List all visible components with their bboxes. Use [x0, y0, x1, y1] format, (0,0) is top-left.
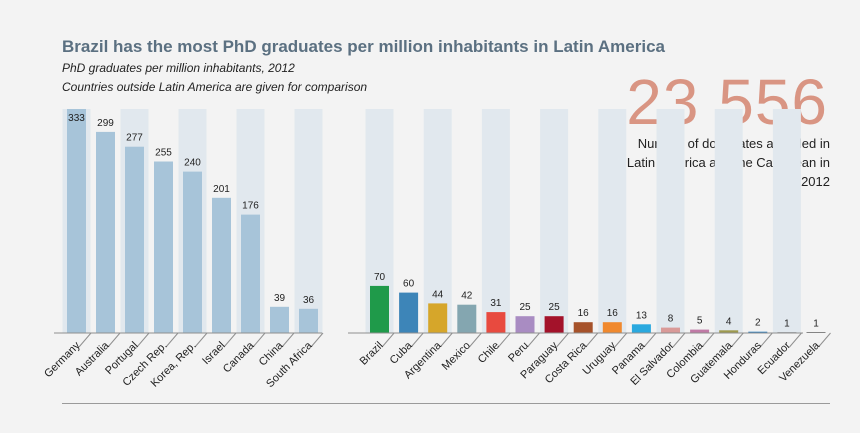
value-label: 39: [274, 293, 286, 304]
bar-south-africa: [299, 308, 318, 333]
bar-argentina: [428, 303, 448, 333]
value-label: 333: [68, 113, 85, 124]
tick-mark: [614, 332, 628, 348]
value-label: 60: [403, 279, 415, 290]
tick-mark: [643, 332, 657, 348]
tick-mark: [585, 332, 599, 348]
value-label: 36: [303, 295, 315, 306]
bar-korea-rep: [183, 171, 202, 333]
tick-mark: [818, 332, 831, 348]
value-label: 13: [636, 310, 648, 321]
column-band: [714, 109, 743, 333]
value-label: 2: [755, 318, 761, 329]
bar-el-salvador: [661, 327, 680, 333]
tick-mark: [439, 332, 453, 348]
category-label: Chile: [476, 340, 502, 366]
chart-note: Countries outside Latin America are give…: [62, 80, 368, 94]
tick-mark: [381, 332, 395, 348]
value-label: 16: [607, 308, 619, 319]
value-label: 42: [461, 291, 473, 302]
tick-mark: [165, 332, 179, 348]
bar-colombia: [690, 329, 710, 333]
bar-germany: [67, 109, 86, 333]
bar-chile: [486, 312, 506, 333]
value-label: 299: [97, 118, 114, 129]
tick-mark: [310, 332, 324, 348]
tick-mark: [223, 332, 237, 348]
tick-mark: [672, 332, 686, 348]
tick-mark: [556, 332, 569, 348]
value-label: 255: [155, 148, 172, 159]
footer-divider: [62, 403, 830, 404]
value-label: 31: [490, 298, 502, 309]
column-band: [423, 109, 452, 333]
bar-israel: [212, 197, 231, 333]
category-label: Brazil: [358, 340, 386, 368]
value-label: 240: [184, 158, 201, 169]
value-label: 44: [432, 289, 444, 300]
bar-canada: [241, 214, 260, 333]
tick-mark: [759, 332, 773, 348]
bar-honduras: [748, 331, 768, 333]
column-band: [294, 109, 323, 333]
value-label: 25: [519, 302, 531, 313]
tick-mark: [281, 332, 295, 348]
bar-costa-rica: [573, 322, 593, 333]
bar-panama: [631, 324, 651, 333]
bar-venezuela: [806, 332, 826, 333]
bar-czech-rep: [154, 161, 173, 333]
column-band: [540, 109, 569, 333]
bar-australia: [96, 131, 115, 333]
tick-mark: [107, 332, 121, 348]
tick-mark: [701, 332, 715, 348]
value-label: 70: [374, 272, 386, 283]
tick-mark: [527, 332, 540, 348]
tick-mark: [498, 332, 511, 348]
tick-mark: [469, 332, 482, 348]
bar-mexico: [457, 304, 477, 333]
tick-mark: [730, 332, 744, 348]
value-label: 1: [813, 318, 819, 329]
column-band: [656, 109, 685, 333]
bar-paraguay: [544, 316, 564, 333]
chart-subtitle: PhD graduates per million inhabitants, 2…: [62, 61, 295, 75]
bar-guatemala: [719, 330, 739, 333]
tick-mark: [789, 332, 802, 348]
chart-title: Brazil has the most PhD graduates per mi…: [62, 37, 665, 56]
bar-brazil: [370, 285, 389, 333]
tick-mark: [252, 332, 266, 348]
bar-cuba: [399, 292, 419, 333]
value-label: 25: [549, 302, 561, 313]
value-label: 201: [213, 184, 230, 195]
value-label: 16: [578, 308, 590, 319]
value-label: 4: [726, 316, 732, 327]
bar-china: [270, 306, 289, 333]
value-label: 5: [697, 316, 703, 327]
category-label: Mexico: [440, 340, 473, 373]
column-band: [772, 109, 801, 333]
tick-mark: [410, 332, 424, 348]
bar-peru: [515, 316, 535, 333]
column-band: [481, 109, 510, 333]
value-label: 277: [126, 133, 143, 144]
bar-uruguay: [602, 322, 622, 333]
value-label: 8: [668, 314, 674, 325]
category-label: Peru: [506, 340, 531, 365]
tick-mark: [78, 332, 92, 348]
tick-mark: [136, 332, 150, 348]
tick-mark: [194, 332, 208, 348]
value-label: 176: [242, 201, 259, 212]
value-label: 1: [784, 318, 790, 329]
bar-portugal: [125, 146, 144, 333]
column-band: [598, 109, 627, 333]
